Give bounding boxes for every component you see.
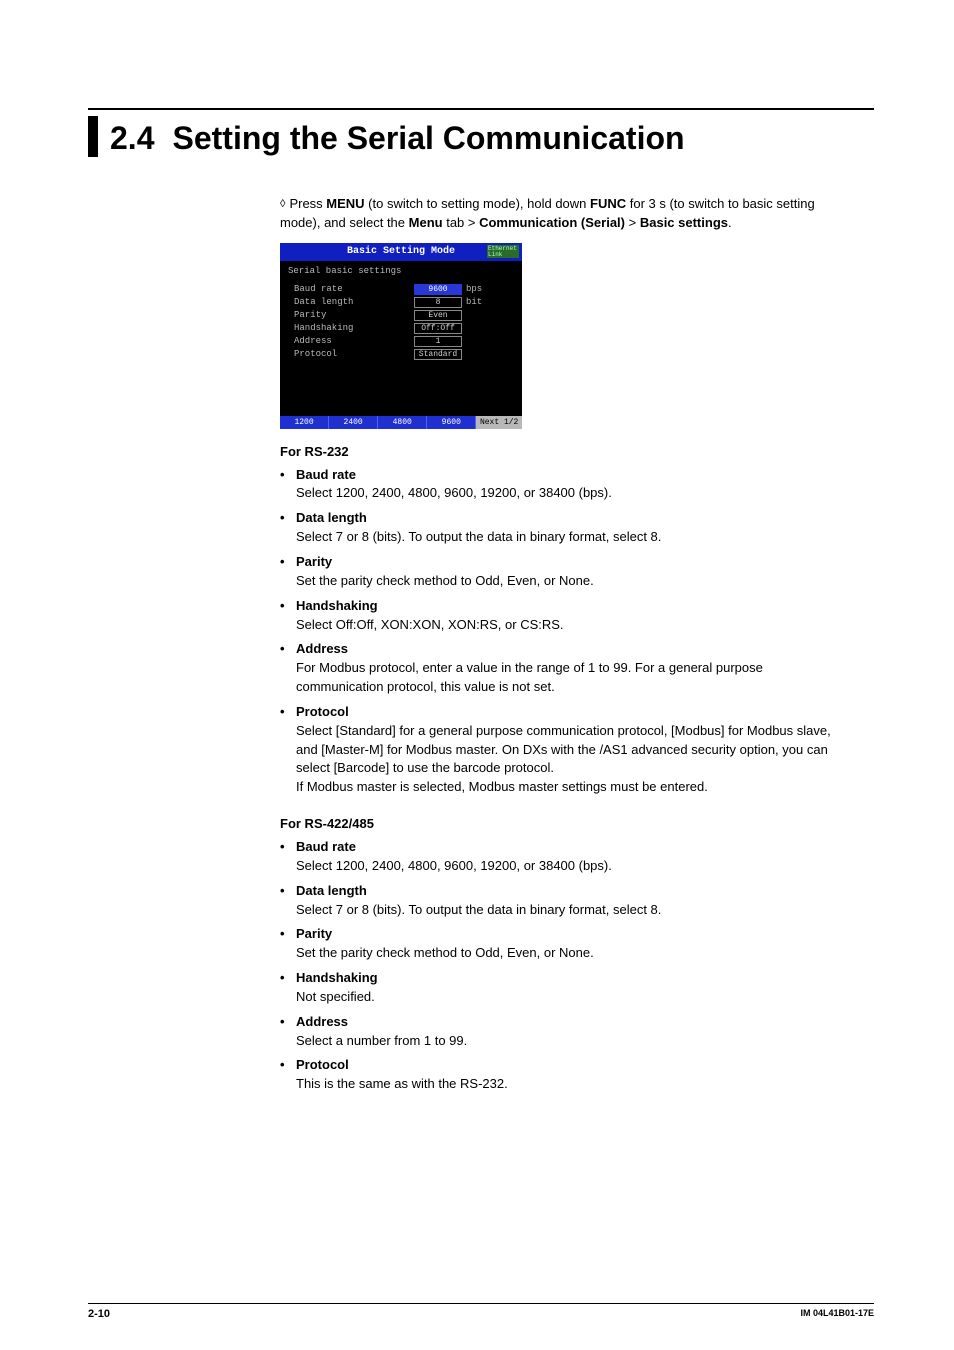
rs422-settings-list: •Baud rateSelect 1200, 2400, 4800, 9600,… bbox=[280, 838, 840, 1094]
setting-item: •Baud rateSelect 1200, 2400, 4800, 9600,… bbox=[280, 838, 840, 876]
bullet-icon: • bbox=[280, 597, 296, 616]
intro-paragraph: ◊Press MENU (to switch to setting mode),… bbox=[280, 195, 840, 233]
setting-description: Select 7 or 8 (bits). To output the data… bbox=[296, 528, 840, 547]
screenshot-softkey-bar: 1200240048009600Next 1/2 bbox=[280, 416, 522, 429]
bullet-icon: • bbox=[280, 509, 296, 528]
bullet-icon: • bbox=[280, 882, 296, 901]
screenshot-next-softkey: Next 1/2 bbox=[476, 416, 522, 429]
setting-label: Baud rate bbox=[296, 466, 356, 485]
setting-label: Baud rate bbox=[296, 838, 356, 857]
bullet-icon: • bbox=[280, 925, 296, 944]
screenshot-setting-row: ParityEven bbox=[294, 309, 490, 322]
diamond-icon: ◊ bbox=[280, 197, 285, 213]
setting-item: •AddressFor Modbus protocol, enter a val… bbox=[280, 640, 840, 697]
setting-label: Protocol bbox=[296, 703, 349, 722]
setting-description: For Modbus protocol, enter a value in th… bbox=[296, 659, 840, 697]
setting-label: Protocol bbox=[296, 1056, 349, 1075]
screenshot-setting-label: Handshaking bbox=[294, 322, 414, 335]
setting-description: Set the parity check method to Odd, Even… bbox=[296, 944, 840, 963]
setting-item: •ProtocolSelect [Standard] for a general… bbox=[280, 703, 840, 797]
screenshot-setting-label: Parity bbox=[294, 309, 414, 322]
screenshot-setting-label: Protocol bbox=[294, 348, 414, 361]
bullet-icon: • bbox=[280, 969, 296, 988]
bullet-icon: • bbox=[280, 553, 296, 572]
setting-description: This is the same as with the RS-232. bbox=[296, 1075, 840, 1094]
screenshot-softkey: 1200 bbox=[280, 416, 329, 429]
setting-description: Select 7 or 8 (bits). To output the data… bbox=[296, 901, 840, 920]
bullet-icon: • bbox=[280, 466, 296, 485]
setting-label: Handshaking bbox=[296, 969, 378, 988]
section-header: 2.4 Setting the Serial Communication bbox=[88, 108, 874, 157]
bullet-icon: • bbox=[280, 838, 296, 857]
device-screenshot: Basic Setting Mode Ethernet Link Serial … bbox=[280, 243, 522, 429]
setting-item: •Data lengthSelect 7 or 8 (bits). To out… bbox=[280, 882, 840, 920]
screenshot-setting-value: 1 bbox=[414, 336, 462, 347]
screenshot-setting-row: ProtocolStandard bbox=[294, 348, 490, 361]
setting-label: Data length bbox=[296, 509, 367, 528]
screenshot-setting-label: Baud rate bbox=[294, 283, 414, 296]
screenshot-subtitle: Serial basic settings bbox=[288, 265, 401, 278]
setting-description: Select 1200, 2400, 4800, 9600, 19200, or… bbox=[296, 857, 840, 876]
screenshot-setting-row: HandshakingOff:Off bbox=[294, 322, 490, 335]
setting-label: Address bbox=[296, 1013, 348, 1032]
screenshot-softkey: 2400 bbox=[329, 416, 378, 429]
screenshot-setting-value: Even bbox=[414, 310, 462, 321]
setting-label: Address bbox=[296, 640, 348, 659]
setting-item: •Data lengthSelect 7 or 8 (bits). To out… bbox=[280, 509, 840, 547]
screenshot-setting-row: Data length8 bit bbox=[294, 296, 490, 309]
rs232-settings-list: •Baud rateSelect 1200, 2400, 4800, 9600,… bbox=[280, 466, 840, 798]
screenshot-setting-label: Address bbox=[294, 335, 414, 348]
setting-description: Select a number from 1 to 99. bbox=[296, 1032, 840, 1051]
screenshot-setting-value: 8 bbox=[414, 297, 462, 308]
setting-item: •HandshakingSelect Off:Off, XON:XON, XON… bbox=[280, 597, 840, 635]
setting-description: Select Off:Off, XON:XON, XON:RS, or CS:R… bbox=[296, 616, 840, 635]
bullet-icon: • bbox=[280, 1056, 296, 1075]
setting-description: Select 1200, 2400, 4800, 9600, 19200, or… bbox=[296, 484, 840, 503]
section-accent-bar bbox=[88, 116, 98, 157]
page-footer: 2-10 IM 04L41B01-17E bbox=[88, 1303, 874, 1320]
setting-item: •HandshakingNot specified. bbox=[280, 969, 840, 1007]
screenshot-setting-label: Data length bbox=[294, 296, 414, 309]
setting-label: Data length bbox=[296, 882, 367, 901]
screenshot-setting-row: Address1 bbox=[294, 335, 490, 348]
setting-label: Parity bbox=[296, 553, 332, 572]
setting-item: •ProtocolThis is the same as with the RS… bbox=[280, 1056, 840, 1094]
setting-item: •ParitySet the parity check method to Od… bbox=[280, 553, 840, 591]
ethernet-link-badge: Ethernet Link bbox=[487, 245, 519, 258]
screenshot-setting-row: Baud rate9600 bps bbox=[294, 283, 490, 296]
setting-label: Handshaking bbox=[296, 597, 378, 616]
setting-description: Not specified. bbox=[296, 988, 840, 1007]
rs422-heading: For RS-422/485 bbox=[280, 815, 840, 834]
setting-item: •AddressSelect a number from 1 to 99. bbox=[280, 1013, 840, 1051]
bullet-icon: • bbox=[280, 703, 296, 722]
bullet-icon: • bbox=[280, 1013, 296, 1032]
screenshot-softkey: 4800 bbox=[378, 416, 427, 429]
page-number: 2-10 bbox=[88, 1308, 110, 1320]
bullet-icon: • bbox=[280, 640, 296, 659]
screenshot-setting-value: Standard bbox=[414, 349, 462, 360]
screenshot-titlebar: Basic Setting Mode bbox=[280, 243, 522, 261]
setting-description: Set the parity check method to Odd, Even… bbox=[296, 572, 840, 591]
setting-item: •Baud rateSelect 1200, 2400, 4800, 9600,… bbox=[280, 466, 840, 504]
setting-label: Parity bbox=[296, 925, 332, 944]
screenshot-setting-value: 9600 bbox=[414, 284, 462, 295]
setting-item: •ParitySet the parity check method to Od… bbox=[280, 925, 840, 963]
section-title: Setting the Serial Communication bbox=[172, 110, 684, 157]
screenshot-setting-value: Off:Off bbox=[414, 323, 462, 334]
setting-description: Select [Standard] for a general purpose … bbox=[296, 722, 840, 797]
document-id: IM 04L41B01-17E bbox=[800, 1308, 874, 1320]
screenshot-setting-unit: bps bbox=[466, 283, 490, 296]
rs232-heading: For RS-232 bbox=[280, 443, 840, 462]
section-number: 2.4 bbox=[98, 110, 172, 157]
screenshot-softkey: 9600 bbox=[427, 416, 476, 429]
screenshot-setting-unit: bit bbox=[466, 296, 490, 309]
screenshot-settings-list: Baud rate9600bpsData length8bitParityEve… bbox=[294, 283, 490, 361]
